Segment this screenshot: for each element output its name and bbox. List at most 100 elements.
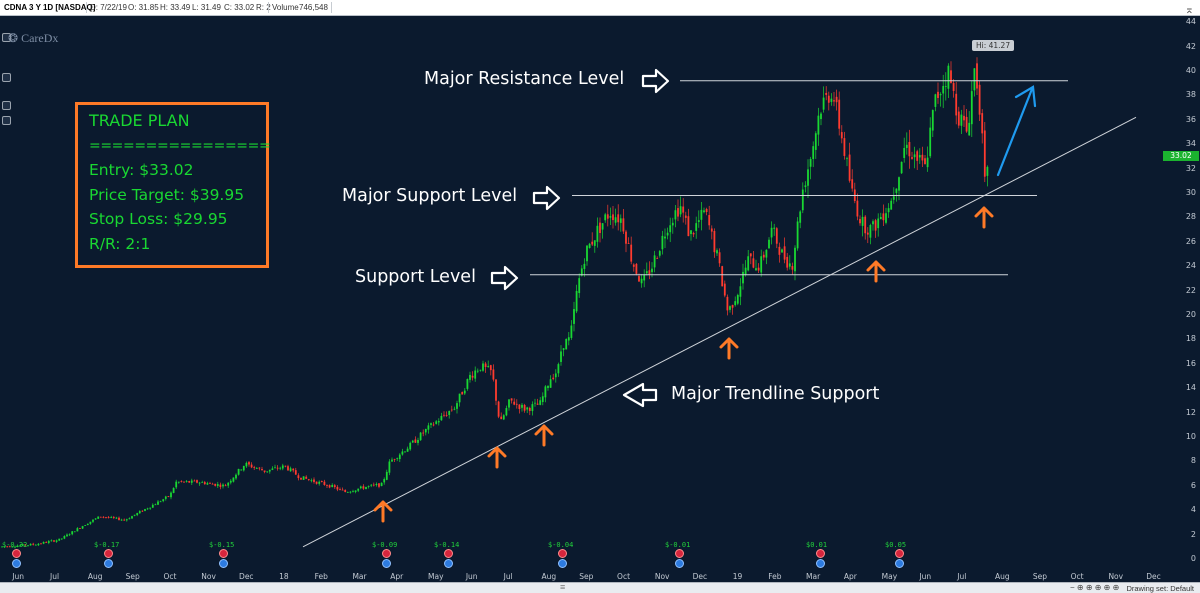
symbol-label[interactable]: CDNA 3 Y 1D [NASDAQ] [4, 3, 96, 12]
alert-icon[interactable] [2, 101, 11, 110]
candle-body [370, 484, 373, 486]
earnings-event-icon[interactable] [816, 549, 825, 558]
candle-body [575, 290, 578, 312]
candle-body [268, 469, 271, 472]
candle-body [180, 481, 183, 482]
candle-body [986, 166, 989, 176]
candle-body [177, 481, 180, 483]
candle-body [921, 154, 924, 161]
y-tick-label: 26 [1185, 236, 1196, 246]
x-tick-label: Feb [314, 572, 328, 581]
dividend-event-icon[interactable] [219, 559, 228, 568]
dividend-event-icon[interactable] [816, 559, 825, 568]
candle-body [905, 144, 908, 149]
candle-body [357, 488, 360, 491]
candle-body [661, 235, 664, 250]
trendline[interactable] [302, 116, 1137, 548]
earnings-event-icon[interactable] [558, 549, 567, 558]
y-tick-label: 0 [1190, 554, 1196, 563]
candle-body [565, 339, 568, 350]
candle-body [807, 169, 809, 186]
earnings-event-icon[interactable] [675, 549, 684, 558]
dividend-event-icon[interactable] [382, 559, 391, 568]
major-support-label: Major Support Level [342, 186, 518, 206]
earnings-event-icon[interactable] [444, 549, 453, 558]
touch-arrow-icon [373, 206, 994, 523]
close-readout: C: 33.02 [224, 3, 255, 12]
candle-body [567, 337, 570, 341]
dividend-event-icon[interactable] [12, 559, 21, 568]
candle-body [825, 92, 828, 95]
candle-body [570, 325, 573, 338]
dividend-event-icon[interactable] [558, 559, 567, 568]
candle-body [120, 519, 123, 521]
chart-settings-icon[interactable] [2, 33, 11, 42]
candle-body [544, 386, 547, 398]
candle-body [341, 489, 344, 491]
candle-body [521, 404, 523, 408]
candle-body [531, 404, 534, 412]
candle-body [775, 228, 778, 244]
candle-body [110, 516, 113, 518]
candle-body [284, 465, 287, 467]
x-tick-label: 18 [279, 572, 289, 581]
candle-body [235, 474, 237, 479]
candle-body [877, 218, 880, 229]
candle-body [294, 470, 297, 475]
drawing-icon[interactable] [2, 116, 11, 125]
dividend-event-icon[interactable] [444, 559, 453, 568]
earnings-label: $0.01 [806, 541, 828, 549]
y-tick-label: 20 [1185, 310, 1196, 319]
volume-readout: 746,548 [299, 3, 328, 12]
earnings-event-icon[interactable] [104, 549, 113, 558]
y-tick-label: 36 [1185, 114, 1196, 124]
candle-body [409, 442, 412, 450]
drawing-set-label[interactable]: Drawing set: Default [1126, 584, 1194, 593]
candle-body [190, 480, 193, 483]
dividend-event-icon[interactable] [104, 559, 113, 568]
y-tick-label: 32 [1185, 163, 1196, 173]
support-label: Support Level [355, 267, 476, 287]
candle-body [534, 402, 536, 404]
candle-body [684, 215, 687, 218]
earnings-event-icon[interactable] [382, 549, 391, 558]
dividend-event-icon[interactable] [895, 559, 904, 568]
earnings-label: $-0.15 [209, 541, 235, 549]
candle-body [627, 243, 630, 244]
scroll-handle-icon[interactable]: ≡ [560, 582, 566, 592]
candle-body [89, 521, 92, 524]
candle-body [931, 110, 934, 131]
candle-body [778, 246, 781, 255]
candle-body [248, 462, 250, 465]
candle-body [198, 482, 201, 484]
candle-body [978, 84, 981, 115]
candle-body [614, 217, 617, 223]
candle-body [323, 481, 326, 485]
earnings-event-icon[interactable] [12, 549, 21, 558]
x-axis[interactable] [0, 570, 1200, 582]
study-icon[interactable] [2, 73, 11, 82]
candle-body [630, 244, 633, 262]
dividend-event-icon[interactable] [675, 559, 684, 568]
candle-body [596, 225, 599, 242]
candle-body [359, 486, 362, 489]
y-tick-label: 28 [1185, 212, 1196, 222]
collapse-icon[interactable]: ⌅ [1184, 4, 1194, 16]
y-tick-label: 2 [1190, 529, 1196, 539]
candle-body [508, 399, 510, 408]
earnings-event-icon[interactable] [895, 549, 904, 558]
candle-body [440, 415, 443, 421]
candle-body [1, 546, 3, 548]
y-axis[interactable]: 0 2 4 6 8 10 12 14 16 18 20 22 24 26 28 30 32 34 36 38 40 42 4… [1158, 16, 1200, 570]
candle-body [133, 514, 136, 516]
candle-body [677, 208, 679, 217]
candle-body [250, 464, 253, 468]
candle-body [526, 407, 529, 410]
earnings-event-icon[interactable] [219, 549, 228, 558]
chart-header: CDNA 3 Y 1D [NASDAQ] D: 7/22/19 O: 31.85… [0, 0, 1200, 16]
candle-body [562, 348, 565, 350]
zoom-controls-icon[interactable]: − ⊕ ⊕ ⊕ ⊕ ⊕ [1070, 583, 1120, 592]
x-tick-label: Sep [579, 572, 594, 581]
candle-body [708, 215, 711, 226]
